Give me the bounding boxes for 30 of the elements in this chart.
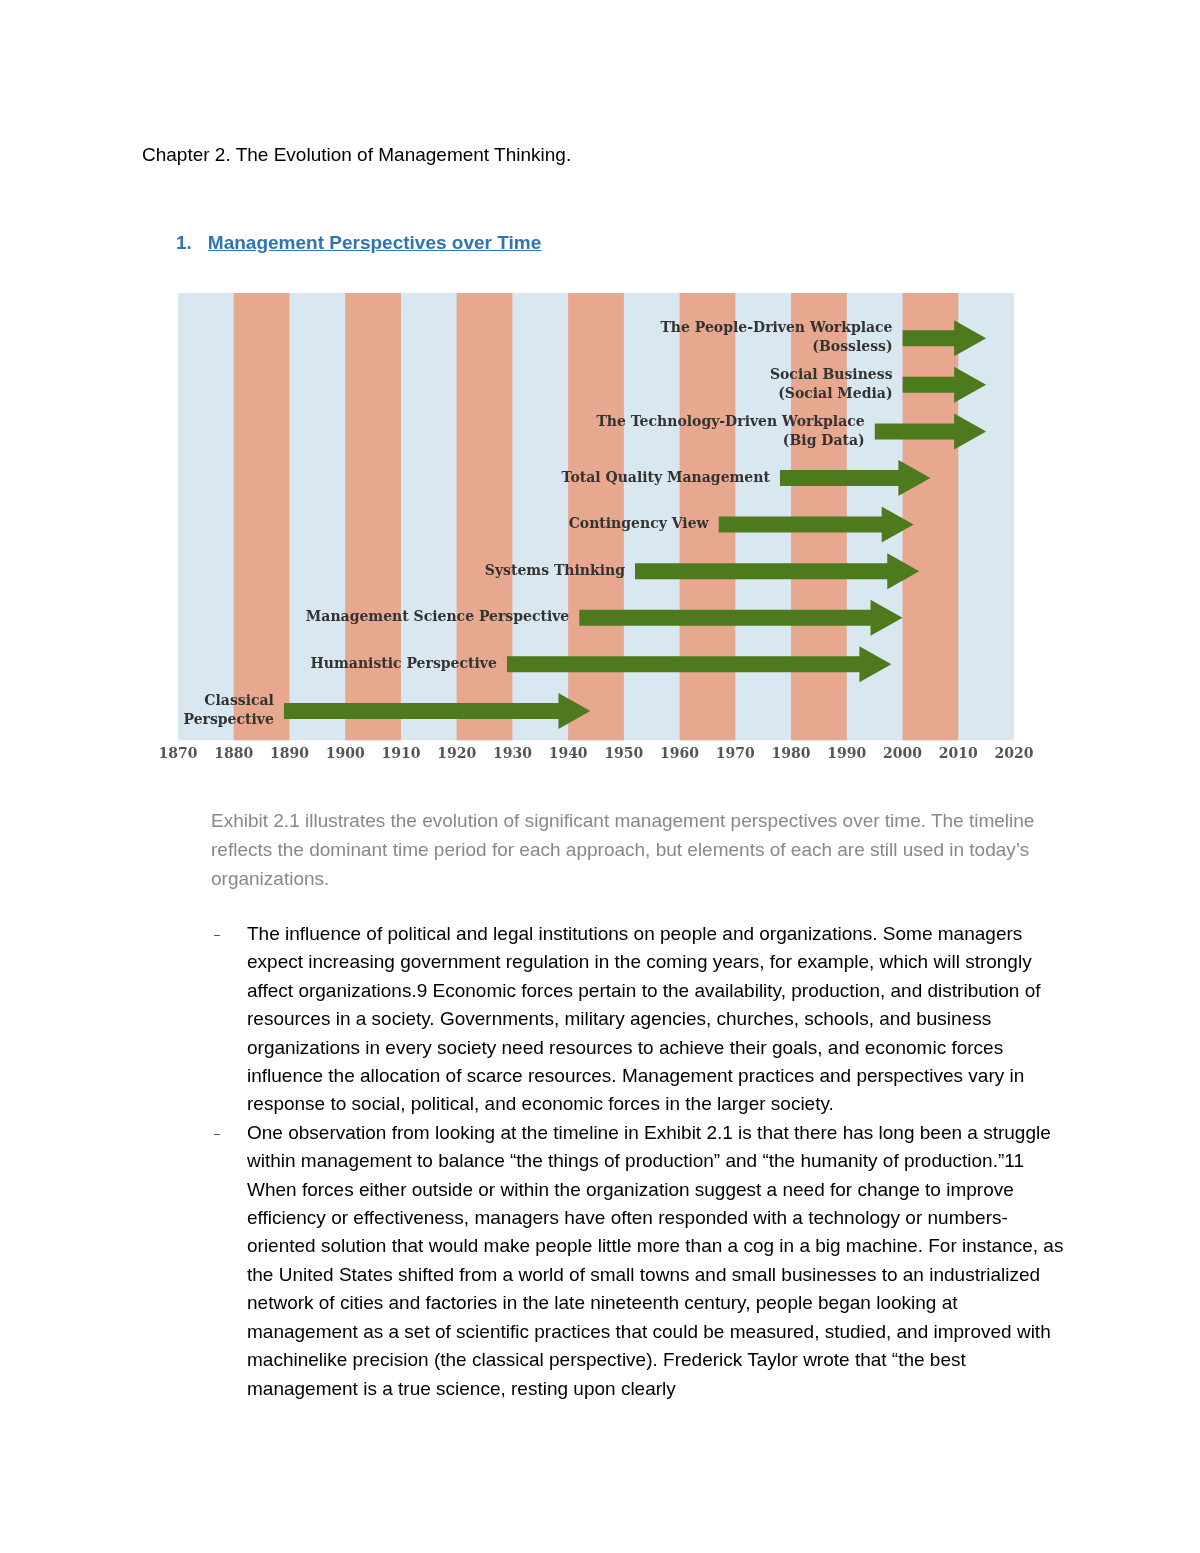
x-tick-label: 1920 xyxy=(437,745,477,762)
x-tick-label: 1960 xyxy=(660,745,700,762)
y-tick-label: Management Science Perspective xyxy=(305,608,570,625)
y-tick-label: Social Business (Social Media) xyxy=(769,366,893,402)
x-tick-label: 2020 xyxy=(994,745,1034,762)
x-tick-label: 1930 xyxy=(492,745,533,762)
x-tick-label: 1970 xyxy=(715,745,756,762)
x-tick-label: 2000 xyxy=(883,745,923,762)
y-tick-label: Classical Perspective xyxy=(183,692,274,728)
chart-title: Chapter 2. The Evolution of Management Thinking. xyxy=(142,144,572,166)
y-tick-label: The People-Driven Workplace (Bossless) xyxy=(660,319,893,355)
chart-subtitle: 1. Management Perspectives over Time xyxy=(176,232,542,253)
x-tick-label: 1880 xyxy=(214,745,254,762)
x-tick-label: 1940 xyxy=(548,745,588,762)
x-tick-label: 1990 xyxy=(827,745,867,762)
x-tick-label: 1950 xyxy=(604,745,644,762)
x-tick-label: 1980 xyxy=(771,745,811,762)
text: Exhibit 2.1 illustrates the evolution of significant management perspectives over time. The timeline reflects the dominant time period for each approach, but elements of each are still used in today’s organizations. xyxy=(211,809,1036,891)
y-tick-label: Systems Thinking xyxy=(484,561,626,578)
text: The influence of political and legal institutions on people and organizations. Some managers expect increasing government regulation in the coming years, for example, which will strongly affect organizations.9 Economic forces pertain to the availability, production, and distribution of resources in a society. Governments, military agencies, churches, schools, and business organizations in every society need resources to achieve their goals, and economic forces influence the allocation of scarce resources. Management practices and perspectives vary in response to social, political, and economic forces in the larger society. xyxy=(246,922,1042,1117)
x-tick-label: 1890 xyxy=(269,745,310,762)
y-tick-label: Total Quality Management xyxy=(561,468,771,485)
y-tick-label: Humanistic Perspective xyxy=(310,654,497,671)
x-tick-label: 1870 xyxy=(158,745,198,762)
x-tick-label: 2010 xyxy=(938,745,979,762)
x-tick-label: 1900 xyxy=(325,745,365,762)
y-tick-label: The Technology-Driven Workplace (Big Data) xyxy=(596,412,865,448)
x-tick-label: 1910 xyxy=(381,745,421,762)
y-tick-label: Contingency View xyxy=(568,515,710,532)
text: One observation from looking at the timeline in Exhibit 2.1 is that there has long been a struggle within management to balance “the things of production” and “the humanity of production.”11 When forces either outside or within the organization suggest a need for change to improve efficiency or effectiveness, managers have often responded with a technology or numbers-oriented solution that would make people little more than a cog in a big machine. For instance, as the United States shifted from a world of small towns and small businesses to an industrialized network of cities and factories in the late nineteenth century, people began looking at management as a set of scientific practices that could be measured, studied, and improved with machinelike precision (the classical perspective). Frederick Taylor wrote that “the best management is a true science, resting upon clearly xyxy=(247,1121,1064,1399)
